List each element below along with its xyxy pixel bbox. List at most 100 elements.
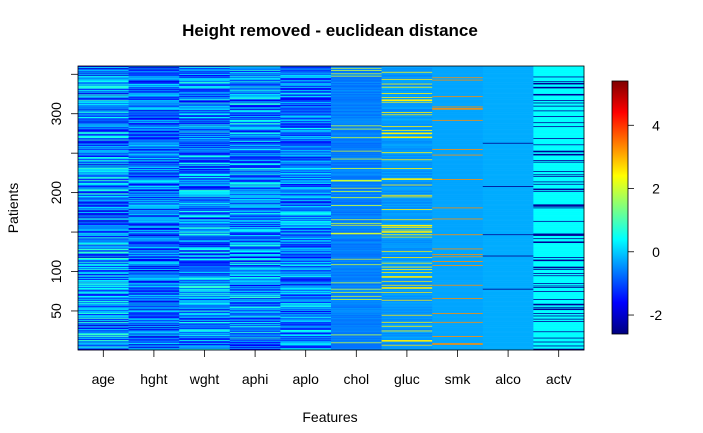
heatmap-cell bbox=[432, 110, 484, 113]
heatmap-cell bbox=[432, 146, 484, 148]
heatmap-cell bbox=[179, 179, 231, 181]
heatmap-cell bbox=[78, 265, 129, 267]
heatmap-cell bbox=[128, 294, 180, 296]
heatmap-cell bbox=[533, 279, 585, 281]
heatmap-cell bbox=[482, 279, 534, 281]
heatmap-cell bbox=[78, 346, 129, 348]
heatmap-cell bbox=[533, 119, 585, 121]
heatmap-cell bbox=[533, 330, 585, 332]
heatmap-cell bbox=[381, 150, 433, 152]
heatmap-cell bbox=[381, 137, 433, 139]
heatmap-cell bbox=[229, 339, 281, 341]
heatmap-cell bbox=[331, 241, 382, 243]
heatmap-cell bbox=[331, 96, 382, 98]
heatmap-cell bbox=[432, 341, 484, 343]
heatmap-cell bbox=[432, 230, 484, 232]
heatmap-cell bbox=[533, 92, 585, 94]
heatmap-cell bbox=[179, 80, 231, 83]
heatmap-cell bbox=[381, 110, 433, 112]
heatmap-cell bbox=[179, 92, 231, 94]
heatmap-cell bbox=[432, 220, 484, 222]
heatmap-cell bbox=[381, 196, 433, 199]
heatmap-cell bbox=[179, 304, 231, 306]
heatmap-cell bbox=[78, 238, 129, 240]
heatmap-cell bbox=[331, 249, 382, 251]
heatmap-cell bbox=[533, 334, 585, 336]
heatmap-cell bbox=[179, 234, 231, 236]
heatmap-cell bbox=[533, 225, 585, 227]
heatmap-cell bbox=[331, 249, 382, 251]
heatmap-cell bbox=[280, 119, 332, 121]
heatmap-cell bbox=[280, 290, 332, 292]
heatmap-cell bbox=[381, 118, 433, 120]
heatmap-cell bbox=[381, 283, 433, 285]
heatmap-cell bbox=[331, 80, 382, 83]
heatmap-cell bbox=[128, 306, 180, 308]
heatmap-cell bbox=[78, 181, 129, 184]
heatmap-cell bbox=[229, 282, 281, 285]
heatmap-cell bbox=[482, 271, 534, 273]
heatmap-cell bbox=[533, 320, 585, 322]
heatmap-cell bbox=[229, 122, 281, 124]
heatmap-cell bbox=[280, 273, 332, 275]
heatmap-cell bbox=[533, 145, 585, 147]
heatmap-cell bbox=[482, 119, 534, 121]
heatmap-cell bbox=[78, 201, 129, 203]
heatmap-cell bbox=[533, 309, 585, 311]
heatmap-cell bbox=[381, 109, 433, 111]
heatmap-cell bbox=[78, 315, 129, 317]
heatmap-cell bbox=[381, 170, 433, 173]
heatmap-cell bbox=[381, 343, 433, 345]
heatmap-cell bbox=[229, 244, 281, 246]
heatmap-cell bbox=[280, 138, 332, 140]
heatmap-cell bbox=[331, 99, 382, 101]
heatmap-cell bbox=[533, 271, 585, 273]
heatmap-cell bbox=[533, 134, 585, 136]
heatmap-cell bbox=[128, 198, 180, 200]
heatmap-cell bbox=[128, 149, 180, 151]
heatmap-cell bbox=[128, 274, 180, 276]
heatmap-cell bbox=[331, 330, 382, 332]
heatmap-cell bbox=[533, 321, 585, 323]
heatmap-cell bbox=[432, 210, 484, 212]
heatmap-cell bbox=[482, 251, 534, 253]
heatmap-cell bbox=[128, 286, 180, 288]
heatmap-cell bbox=[533, 275, 585, 277]
heatmap-cell bbox=[381, 114, 433, 116]
heatmap-cell bbox=[331, 273, 382, 275]
heatmap-cell bbox=[482, 334, 534, 336]
heatmap-cell bbox=[280, 69, 332, 72]
heatmap-cell bbox=[179, 134, 231, 136]
heatmap-cell bbox=[331, 326, 382, 328]
heatmap-cell bbox=[432, 166, 484, 169]
heatmap-cell bbox=[432, 73, 484, 75]
heatmap-cell bbox=[280, 152, 332, 154]
heatmap-cell bbox=[432, 248, 484, 250]
heatmap-cell bbox=[280, 330, 332, 332]
heatmap-cell bbox=[432, 108, 484, 110]
heatmap-cell bbox=[229, 172, 281, 174]
heatmap-cell bbox=[331, 308, 382, 310]
heatmap-cell bbox=[533, 226, 585, 229]
heatmap-cell bbox=[179, 148, 231, 150]
heatmap-cell bbox=[381, 248, 433, 250]
heatmap-cell bbox=[331, 230, 382, 232]
heatmap-cell bbox=[229, 71, 281, 73]
heatmap-cell bbox=[78, 86, 129, 88]
heatmap-cell bbox=[331, 307, 382, 309]
heatmap-cell bbox=[229, 290, 281, 292]
heatmap-cell bbox=[482, 257, 534, 259]
heatmap-cell bbox=[381, 206, 433, 208]
heatmap-cell bbox=[78, 292, 129, 294]
heatmap-cell bbox=[533, 310, 585, 312]
heatmap-cell bbox=[533, 221, 585, 223]
heatmap-cell bbox=[533, 241, 585, 244]
heatmap-cell bbox=[533, 243, 585, 245]
heatmap-cell bbox=[331, 71, 382, 73]
heatmap-cell bbox=[331, 144, 382, 146]
heatmap-cell bbox=[482, 183, 534, 185]
heatmap-cell bbox=[128, 80, 180, 83]
heatmap-cell bbox=[128, 73, 180, 75]
heatmap-cell bbox=[533, 343, 585, 345]
heatmap-cell bbox=[280, 106, 332, 108]
